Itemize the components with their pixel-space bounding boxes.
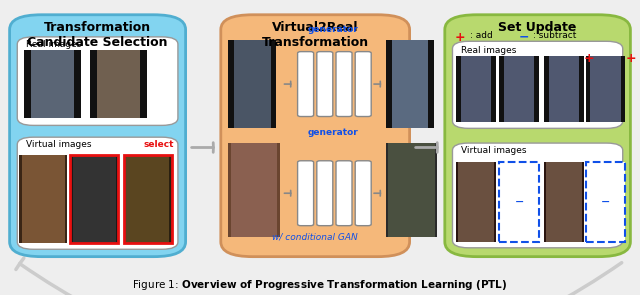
Bar: [499, 162, 539, 242]
FancyBboxPatch shape: [355, 161, 371, 226]
Text: generator: generator: [307, 128, 358, 137]
Bar: [228, 40, 234, 128]
Bar: [544, 162, 584, 242]
Bar: [579, 56, 584, 122]
FancyBboxPatch shape: [336, 161, 352, 226]
Bar: [458, 162, 494, 242]
Bar: [70, 155, 118, 243]
Bar: [548, 56, 579, 122]
Bar: [586, 162, 625, 242]
Bar: [456, 162, 496, 242]
Bar: [499, 162, 539, 242]
Bar: [124, 155, 172, 243]
Text: : add: : add: [470, 31, 493, 40]
Bar: [140, 50, 147, 118]
FancyBboxPatch shape: [298, 52, 314, 117]
FancyBboxPatch shape: [317, 52, 333, 117]
Text: −: −: [601, 197, 610, 207]
Bar: [19, 155, 67, 243]
Bar: [24, 50, 81, 118]
FancyBboxPatch shape: [355, 52, 371, 117]
Text: w/ conditional GAN: w/ conditional GAN: [273, 233, 358, 242]
Text: +: +: [454, 31, 465, 44]
Bar: [31, 50, 74, 118]
FancyBboxPatch shape: [17, 137, 178, 249]
Bar: [586, 56, 625, 122]
Bar: [499, 56, 539, 122]
Bar: [90, 50, 147, 118]
Bar: [386, 40, 392, 128]
Text: generator: generator: [307, 25, 358, 34]
FancyBboxPatch shape: [336, 52, 352, 117]
Text: Set Update: Set Update: [499, 21, 577, 34]
Text: Transformation
Candidate Selection: Transformation Candidate Selection: [28, 21, 168, 49]
Bar: [97, 50, 140, 118]
FancyBboxPatch shape: [317, 161, 333, 226]
Bar: [24, 50, 31, 118]
Bar: [126, 155, 169, 243]
Text: : subtract: : subtract: [533, 31, 577, 40]
Text: −: −: [518, 31, 529, 44]
Bar: [544, 56, 584, 122]
FancyBboxPatch shape: [452, 143, 623, 248]
Bar: [271, 40, 276, 128]
Text: +: +: [584, 52, 595, 65]
Bar: [124, 155, 172, 243]
Bar: [504, 56, 534, 122]
Bar: [586, 56, 590, 122]
FancyBboxPatch shape: [298, 161, 314, 226]
Text: −: −: [515, 197, 524, 207]
Bar: [428, 40, 434, 128]
Bar: [70, 155, 118, 243]
Text: Virtual images: Virtual images: [461, 146, 526, 155]
Bar: [73, 155, 116, 243]
Bar: [492, 56, 496, 122]
Bar: [544, 56, 548, 122]
Bar: [90, 50, 97, 118]
Text: select: select: [143, 140, 174, 149]
Bar: [234, 40, 271, 128]
Bar: [590, 56, 621, 122]
Text: Real images: Real images: [26, 40, 81, 49]
Bar: [621, 56, 625, 122]
FancyBboxPatch shape: [221, 15, 410, 257]
Bar: [388, 143, 435, 237]
Bar: [461, 56, 492, 122]
Bar: [386, 143, 437, 237]
FancyBboxPatch shape: [445, 15, 630, 257]
Bar: [228, 40, 276, 128]
Bar: [534, 56, 539, 122]
FancyBboxPatch shape: [10, 15, 186, 257]
Text: Figure 1: $\bf{Overview\ of\ Progressive\ Transformation\ Learning\ (PTL)}$: Figure 1: $\bf{Overview\ of\ Progressive…: [132, 278, 508, 292]
Text: Virtual2Real
Transformation: Virtual2Real Transformation: [262, 21, 369, 49]
Bar: [456, 56, 461, 122]
Bar: [392, 40, 428, 128]
Bar: [231, 143, 277, 237]
Text: Real images: Real images: [461, 46, 516, 55]
Bar: [22, 155, 65, 243]
Bar: [228, 143, 280, 237]
FancyBboxPatch shape: [17, 37, 178, 125]
Text: +: +: [625, 52, 636, 65]
Bar: [586, 162, 625, 242]
Bar: [74, 50, 81, 118]
Text: Virtual images: Virtual images: [26, 140, 91, 149]
Bar: [456, 56, 496, 122]
Bar: [499, 56, 504, 122]
Bar: [386, 40, 434, 128]
FancyBboxPatch shape: [452, 41, 623, 128]
Bar: [546, 162, 582, 242]
